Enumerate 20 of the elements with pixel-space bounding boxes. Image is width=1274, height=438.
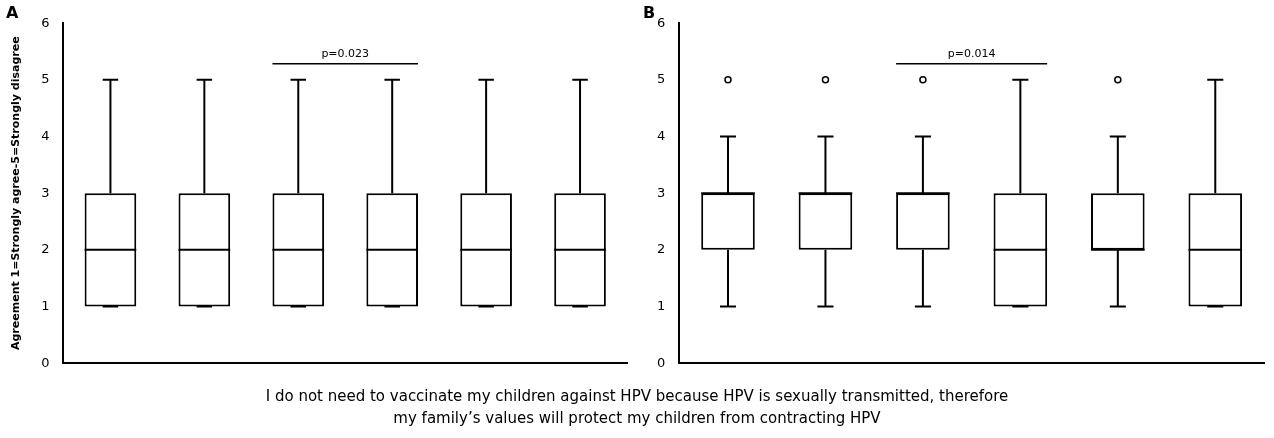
y-tick-label: 3 (41, 184, 50, 200)
y-tick-label: 1 (656, 297, 666, 313)
y-axis-title: Agreement 1=Strongly agree-5=Strongly disagree (9, 36, 23, 351)
annotation: p=0.023 (321, 47, 370, 61)
y-tick-label: 1 (41, 297, 50, 313)
y-tick-label: 3 (656, 184, 666, 200)
chart-title: A (6, 2, 19, 22)
y-tick-label: 5 (41, 71, 50, 87)
y-tick-label: 6 (41, 14, 50, 30)
y-tick-label: 4 (656, 127, 666, 143)
y-tick-label: 0 (41, 354, 50, 370)
text: I do not need to vaccinate my children against HPV because HPV is sexually transmitted, therefore my family’s values will protect my children from contracting HPV (264, 386, 1010, 429)
y-tick-label: 4 (41, 127, 50, 143)
y-tick-label: 2 (656, 241, 666, 257)
y-tick-label: 2 (41, 241, 50, 257)
y-tick-label: 5 (656, 71, 666, 87)
y-tick-label: 6 (656, 14, 666, 30)
chart-title: B (643, 2, 656, 22)
annotation: p=0.014 (947, 47, 996, 61)
y-tick-label: 0 (656, 354, 666, 370)
